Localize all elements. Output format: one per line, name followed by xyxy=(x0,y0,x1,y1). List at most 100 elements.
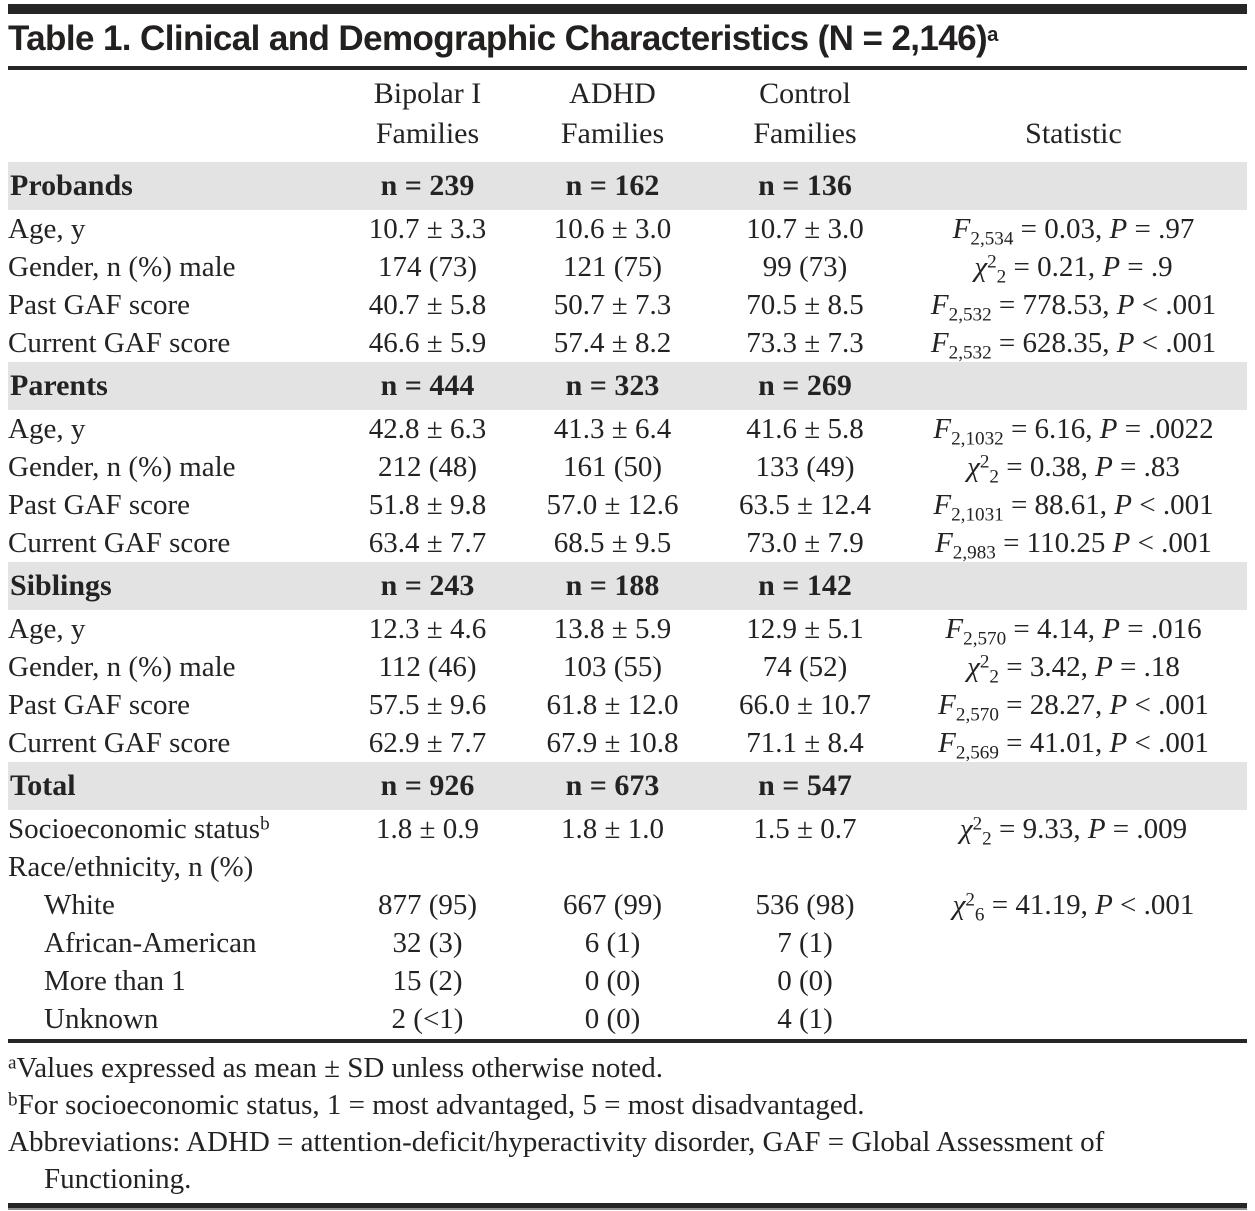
section-count: n = 239 xyxy=(340,162,515,210)
header-line: Families xyxy=(560,117,665,150)
table-row: Age, y 42.8 ± 6.3 41.3 ± 6.4 41.6 ± 5.8 F2,1… xyxy=(8,410,1247,450)
table-row: Current GAF score 63.4 ± 7.7 68.5 ± 9.5 73.… xyxy=(8,524,1247,564)
section-label: Total xyxy=(8,762,340,810)
table-title-text: Table 1. Clinical and Demographic Charac… xyxy=(8,19,988,58)
row-label: Current GAF score xyxy=(8,727,231,759)
cell-value: 7 (1) xyxy=(777,927,833,959)
cell-value: 13.8 ± 5.9 xyxy=(553,613,672,645)
cell-value: 42.8 ± 6.3 xyxy=(368,413,487,445)
row-label: Unknown xyxy=(44,1003,159,1035)
cell-value: 71.1 ± 8.4 xyxy=(746,727,864,759)
section-label: Parents xyxy=(8,362,340,410)
cell-value: 61.8 ± 12.0 xyxy=(546,689,679,721)
cell-value: 1.8 ± 0.9 xyxy=(376,813,479,845)
section-count: n = 269 xyxy=(710,362,900,410)
row-label: Past GAF score xyxy=(8,489,191,521)
table-row: Gender, n (%) male 212 (48) 161 (50) 133 (4… xyxy=(8,448,1247,487)
table-row: Race/ethnicity, n (%) xyxy=(8,848,1247,886)
section-count: n = 188 xyxy=(515,562,710,610)
row-label: Age, y xyxy=(8,213,86,245)
cell-value: 57.5 ± 9.6 xyxy=(368,689,487,721)
cell-value: 73.0 ± 7.9 xyxy=(746,527,864,559)
stat-value: F2,570 = 28.27, P < .001 xyxy=(938,689,1209,726)
cell-value: 536 (98) xyxy=(755,889,855,921)
header-line: Statistic xyxy=(1025,117,1122,150)
section-stat-empty xyxy=(900,562,1247,610)
table-row: Gender, n (%) male 174 (73) 121 (75) 99 (73… xyxy=(8,248,1247,287)
cell-value: 63.5 ± 12.4 xyxy=(739,489,871,521)
stat-value: χ22 = 3.42, P = .18 xyxy=(967,651,1180,688)
stat-value: F2,1032 = 6.16, P = .0022 xyxy=(933,413,1214,450)
section-count: n = 136 xyxy=(710,162,900,210)
cell-value: 0 (0) xyxy=(584,965,641,997)
stat-value xyxy=(900,1000,1247,1038)
cell-value: 133 (49) xyxy=(755,451,855,483)
section-label: Probands xyxy=(8,162,340,210)
top-rule xyxy=(8,4,1247,14)
cell-value: 41.3 ± 6.4 xyxy=(553,413,672,445)
footnote: aValues expressed as mean ± SD unless ot… xyxy=(8,1052,664,1084)
stat-value xyxy=(900,924,1247,962)
header-line xyxy=(900,74,1247,114)
cell-value: 57.0 ± 12.6 xyxy=(546,489,679,521)
header-bipolar-families: Bipolar I Families xyxy=(340,70,515,162)
cell-value: 121 (75) xyxy=(562,251,663,283)
footnote-marker: a xyxy=(8,1052,17,1074)
cell-value: 15 (2) xyxy=(392,965,463,997)
cell-value: 62.9 ± 7.7 xyxy=(368,727,487,759)
table-title: Table 1. Clinical and Demographic Charac… xyxy=(8,14,1247,70)
table-row: Age, y 12.3 ± 4.6 13.8 ± 5.9 12.9 ± 5.1 F2,5… xyxy=(8,610,1247,649)
cell-value: 0 (0) xyxy=(584,1003,641,1035)
cell-value: 50.7 ± 7.3 xyxy=(553,289,672,321)
cell-value: 57.4 ± 8.2 xyxy=(553,327,672,359)
table-row: White 877 (95) 667 (99) 536 (98) χ26 = 41.19… xyxy=(8,886,1247,925)
cell-value: 10.7 ± 3.3 xyxy=(368,213,487,245)
table-row: Current GAF score 46.6 ± 5.9 57.4 ± 8.2 73.… xyxy=(8,324,1247,364)
clinical-demographic-table: Bipolar I Families ADHD Families Control… xyxy=(8,70,1247,1038)
section-count: n = 142 xyxy=(710,562,900,610)
cell-value: 66.0 ± 10.7 xyxy=(739,689,871,721)
table-row: African-American 32 (3) 6 (1) 7 (1) xyxy=(8,924,1247,962)
row-label: More than 1 xyxy=(44,965,186,997)
cell-value: 10.7 ± 3.0 xyxy=(746,213,864,245)
cell-value: 174 (73) xyxy=(377,251,478,283)
table-row: Unknown 2 (<1) 0 (0) 4 (1) xyxy=(8,1000,1247,1038)
table-body: Probands n = 239 n = 162 n = 136 Age, y 10.7 … xyxy=(8,162,1247,1038)
cell-value: 4 (1) xyxy=(777,1003,833,1035)
section-stat-empty xyxy=(900,162,1247,210)
row-label: Socioeconomic statusb xyxy=(8,813,270,845)
cell-value: 112 (46) xyxy=(378,651,477,683)
header-line: Control xyxy=(759,77,851,110)
cell-value xyxy=(710,848,900,886)
cell-value: 40.7 ± 5.8 xyxy=(368,289,487,321)
stat-value xyxy=(900,962,1247,1000)
section-row: Probands n = 239 n = 162 n = 136 xyxy=(8,162,1247,210)
stat-value: F2,534 = 0.03, P = .97 xyxy=(952,213,1195,250)
stat-value: F2,532 = 778.53, P < .001 xyxy=(930,289,1217,326)
row-label: Gender, n (%) male xyxy=(8,451,236,483)
header-statistic: Statistic xyxy=(900,70,1247,162)
cell-value: 103 (55) xyxy=(562,651,663,683)
section-count: n = 926 xyxy=(340,762,515,810)
table-row: Past GAF score 57.5 ± 9.6 61.8 ± 12.0 66.0 … xyxy=(8,686,1247,726)
stat-value: F2,983 = 110.25 P < .001 xyxy=(935,527,1212,564)
section-row: Total n = 926 n = 673 n = 547 xyxy=(8,762,1247,810)
section-count: n = 323 xyxy=(515,362,710,410)
table-row: More than 1 15 (2) 0 (0) 0 (0) xyxy=(8,962,1247,1000)
header-empty xyxy=(8,70,340,162)
cell-value: 99 (73) xyxy=(762,251,848,283)
row-label: Current GAF score xyxy=(8,327,231,359)
footnotes: aValues expressed as mean ± SD unless ot… xyxy=(8,1039,1247,1198)
cell-value: 0 (0) xyxy=(777,965,833,997)
table-row: Past GAF score 40.7 ± 5.8 50.7 ± 7.3 70.5 ±… xyxy=(8,286,1247,326)
cell-value: 667 (99) xyxy=(562,889,663,921)
stat-value: F2,532 = 628.35, P < .001 xyxy=(930,327,1217,364)
header-line: Bipolar I xyxy=(373,77,482,110)
cell-value: 1.5 ± 0.7 xyxy=(753,813,857,845)
row-label: Past GAF score xyxy=(8,289,191,321)
footnote: Abbreviations: ADHD = attention-deficit/… xyxy=(8,1126,1105,1195)
row-label: White xyxy=(44,889,115,921)
cell-value: 12.3 ± 4.6 xyxy=(368,613,487,645)
cell-value: 51.8 ± 9.8 xyxy=(368,489,487,521)
cell-value xyxy=(340,848,515,886)
